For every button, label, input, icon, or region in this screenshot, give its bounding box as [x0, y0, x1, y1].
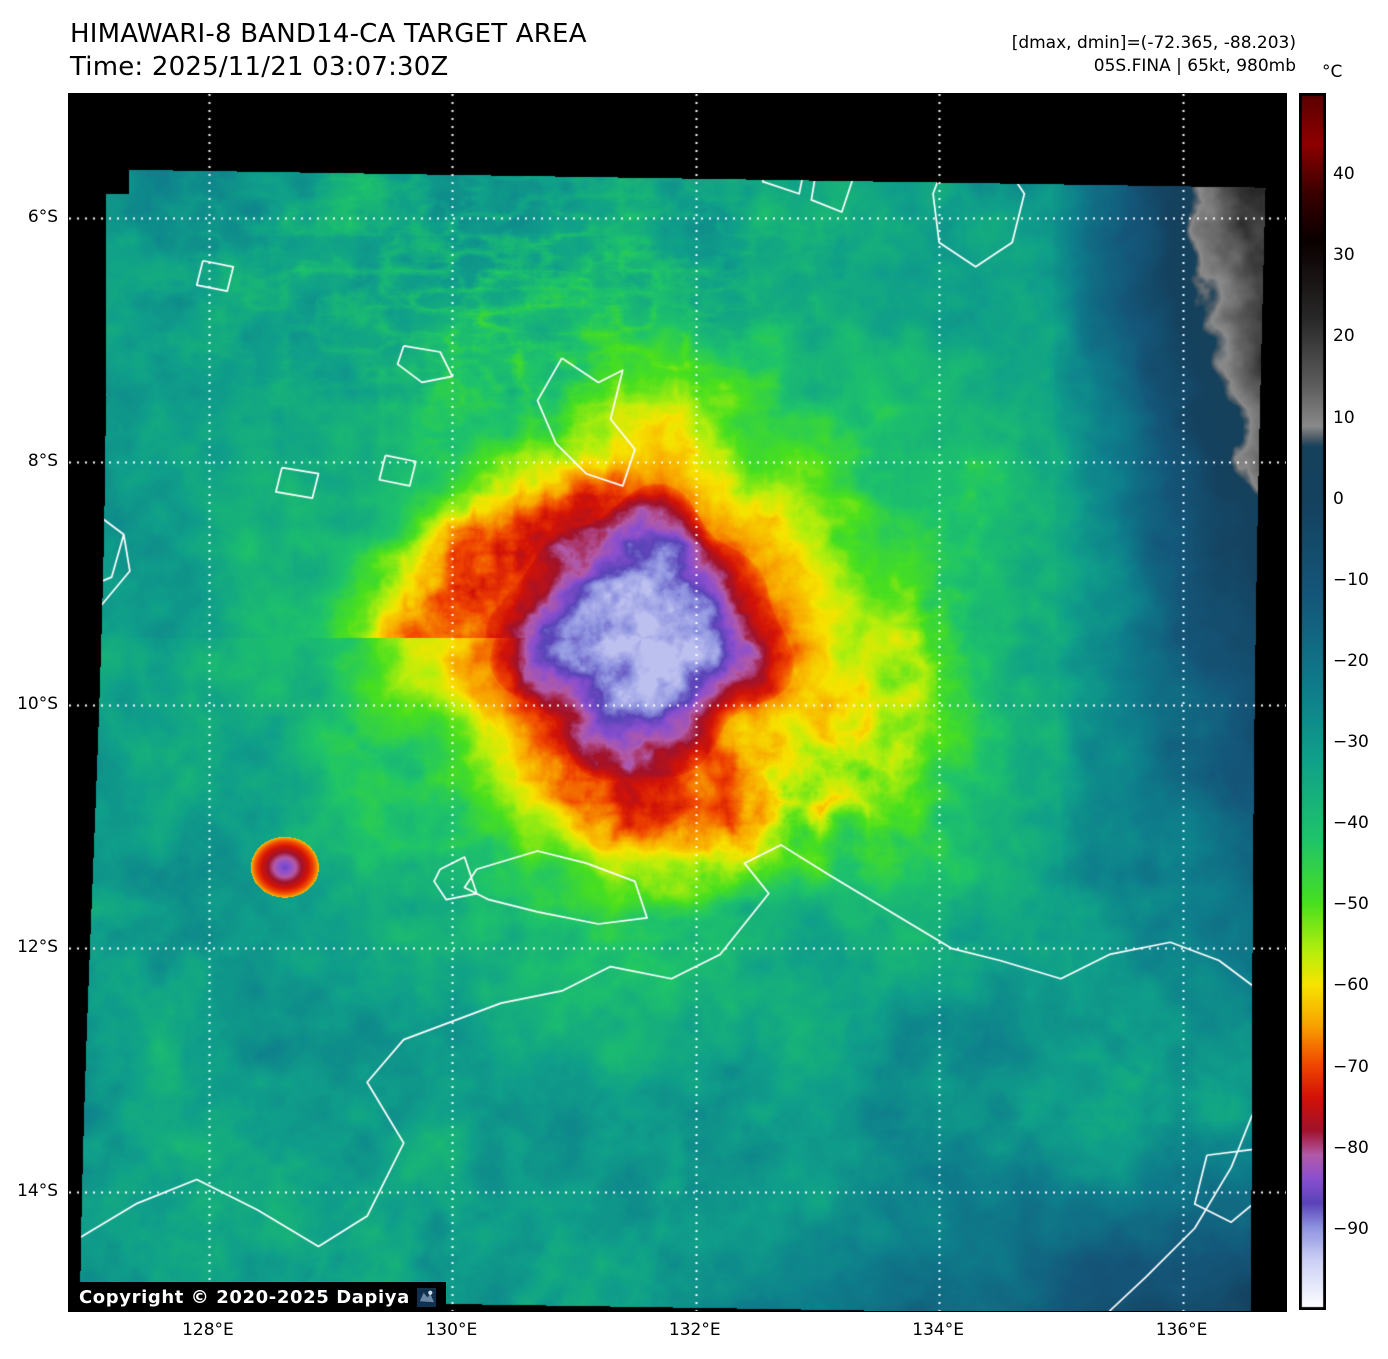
colorbar-tick-label: 20	[1333, 326, 1355, 347]
x-axis-tick-label: 130°E	[425, 1320, 478, 1340]
colorbar-tick-label: −70	[1333, 1056, 1369, 1077]
colorbar-tick-label: 30	[1333, 245, 1355, 266]
timestamp-label: Time: 2025/11/21 03:07:30Z	[70, 52, 449, 83]
colorbar-tick-label: −50	[1333, 894, 1369, 915]
colorbar-tick-label: −20	[1333, 650, 1369, 671]
x-axis-tick-label: 132°E	[668, 1320, 721, 1340]
x-axis-tick-label: 128°E	[182, 1320, 234, 1340]
colorbar-tick-label: 0	[1333, 488, 1344, 509]
colorbar-tick-label: 10	[1333, 407, 1355, 428]
colorbar-tick-label: −90	[1333, 1218, 1369, 1239]
colorbar-tick-label: 40	[1333, 164, 1355, 185]
x-axis-tick-label: 134°E	[912, 1320, 964, 1340]
y-axis-tick-label: 12°S	[17, 937, 58, 958]
figure-title-block: HIMAWARI-8 BAND14-CA TARGET AREA Time: 2…	[70, 18, 587, 85]
colorbar-unit-label: °C	[1322, 62, 1343, 82]
colorbar-gradient	[1299, 93, 1326, 1310]
satellite-image-plot: Copyright © 2020-2025 Dapiya	[68, 93, 1287, 1312]
metadata-block: [dmax, dmin]=(-72.365, -88.203) 05S.FINA…	[1012, 32, 1296, 78]
colorbar-tick-label: −10	[1333, 569, 1369, 590]
colorbar	[1299, 93, 1326, 1310]
colorbar-tick-label: −60	[1333, 975, 1369, 996]
copyright-banner: Copyright © 2020-2025 Dapiya	[69, 1282, 446, 1311]
colorbar-tick-label: −40	[1333, 813, 1369, 834]
page-title: HIMAWARI-8 BAND14-CA TARGET AREA	[70, 19, 587, 49]
copyright-label: Copyright © 2020-2025 Dapiya	[79, 1287, 410, 1308]
y-axis-tick-label: 8°S	[27, 450, 58, 471]
dminmax-label: [dmax, dmin]=(-72.365, -88.203)	[1011, 33, 1296, 53]
dapiya-logo-icon	[416, 1288, 436, 1307]
y-axis-tick-label: 14°S	[17, 1180, 58, 1201]
y-axis-tick-label: 6°S	[27, 207, 58, 228]
x-axis-tick-label: 136°E	[1155, 1320, 1208, 1340]
colorbar-tick-label: −80	[1333, 1137, 1369, 1158]
y-axis-tick-label: 10°S	[17, 693, 58, 714]
storm-info-label: 05S.FINA | 65kt, 980mb	[1093, 56, 1296, 77]
ir-brightness-temperature-raster	[69, 94, 1286, 1311]
colorbar-tick-label: −30	[1333, 732, 1369, 753]
